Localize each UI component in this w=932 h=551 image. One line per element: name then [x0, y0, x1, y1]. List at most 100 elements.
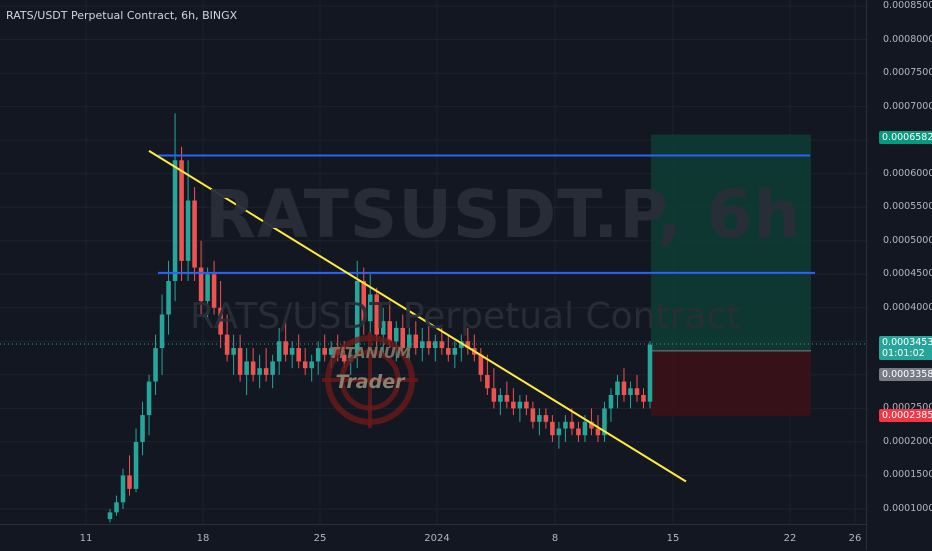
candle-body: [504, 394, 510, 402]
candle-body: [628, 388, 633, 395]
logo-line2: Trader: [336, 371, 407, 393]
price-tick-label: 0.0004000: [883, 301, 932, 313]
time-scale[interactable]: 11 18 25 2024 8 15 22 26: [0, 524, 866, 551]
symbol-watermark: RATSUSDT.P, 6h: [205, 176, 802, 253]
candle-body: [270, 361, 275, 375]
candle-body: [185, 200, 191, 261]
candle-body: [198, 267, 204, 302]
candle-body: [107, 512, 113, 520]
candle-body: [166, 280, 171, 315]
candle-body: [563, 421, 568, 429]
candle-body: [341, 354, 347, 362]
price-tag-entry: 0.0003358: [879, 368, 932, 381]
candle-body: [257, 368, 262, 375]
candle-body: [543, 415, 549, 422]
candle-body: [244, 361, 249, 375]
candle-body: [322, 348, 327, 355]
candle-body: [576, 428, 581, 436]
price-tick-label: 0.0006000: [883, 167, 932, 179]
price-tick-label: 0.0004500: [883, 268, 932, 280]
candle-body: [361, 280, 367, 322]
candle-body: [465, 341, 471, 349]
candle-body: [218, 307, 223, 335]
candle-body: [276, 341, 282, 362]
time-tick-label: 22: [783, 533, 797, 544]
candle-body: [589, 421, 594, 429]
candle-body: [237, 348, 243, 375]
candle-body: [120, 475, 126, 503]
logo-line1: TITANIUM: [329, 344, 411, 362]
titanium-trader-logo: TITANIUM Trader: [322, 332, 418, 428]
candle-body: [517, 401, 523, 409]
price-tag-stop: 0.0002385: [879, 409, 932, 422]
candle-body: [647, 344, 653, 402]
candle-body: [367, 294, 373, 322]
candle-body: [524, 401, 529, 409]
candle-body: [224, 334, 230, 355]
target-zone: [651, 134, 811, 351]
candle-body: [387, 321, 393, 342]
chart-canvas[interactable]: TITANIUM Trader: [0, 0, 866, 524]
candle-body: [485, 374, 490, 389]
candle-body: [556, 428, 562, 436]
candles: [107, 113, 653, 523]
candle-body: [374, 294, 380, 335]
price-tick-label: 0.0002500: [883, 402, 932, 414]
candle-body: [537, 415, 542, 422]
time-tick-label: 26: [848, 533, 862, 544]
price-tag-target: 0.0006582: [879, 131, 932, 144]
candle-body: [634, 388, 640, 395]
candle-body: [302, 361, 308, 369]
time-tick-label: 2024: [424, 533, 450, 544]
candle-body: [172, 160, 178, 281]
candle-body: [114, 502, 119, 513]
time-tick-label: 25: [313, 533, 327, 544]
candle-body: [595, 428, 601, 436]
candle-body: [263, 368, 269, 375]
candle-body: [205, 274, 210, 302]
candle-body: [582, 421, 588, 436]
candle-body: [498, 394, 503, 402]
candle-body: [641, 394, 646, 402]
candle-body: [511, 401, 516, 409]
candle-body: [179, 160, 184, 261]
candle-body: [153, 348, 158, 382]
candle-body: [615, 381, 620, 395]
candle-body: [446, 348, 451, 355]
candle-body: [621, 381, 627, 395]
time-tick-label: 18: [196, 533, 210, 544]
candle-body: [380, 321, 386, 335]
time-tick-label: 8: [551, 533, 559, 544]
candle-body: [354, 280, 360, 355]
price-tick-label: 0.0007500: [883, 67, 932, 79]
candle-body: [328, 348, 334, 355]
candle-body: [400, 327, 406, 349]
price-scale[interactable]: 0.0008500 0.0008000 0.0007500 0.0007000 0.00…: [866, 0, 932, 550]
candle-countdown: 01:01:02: [882, 348, 925, 359]
price-tick-label: 0.0001000: [883, 503, 932, 514]
time-tick-label: 15: [666, 533, 680, 544]
candle-body: [413, 334, 419, 349]
position-zones: [651, 134, 811, 417]
price-tick-label: 0.0001500: [883, 469, 932, 481]
price-tick-label: 0.0002000: [883, 435, 932, 447]
candle-body: [127, 475, 132, 489]
candle-body: [459, 341, 464, 349]
candle-body: [192, 200, 197, 268]
candle-body: [140, 415, 145, 442]
price-tick-label: 0.0005500: [883, 201, 932, 213]
candle-body: [393, 327, 399, 342]
grid: [0, 0, 866, 524]
candle-body: [159, 314, 165, 349]
candle-body: [296, 348, 301, 362]
price-tick-label: 0.0007000: [883, 100, 932, 112]
candle-body: [211, 274, 217, 308]
candle-body: [550, 421, 555, 436]
candle-body: [602, 408, 607, 436]
candle-body: [608, 394, 614, 409]
candle-body: [478, 354, 484, 375]
drawn-lines: [0, 150, 866, 483]
candle-body: [133, 441, 139, 489]
candle-body: [283, 341, 288, 355]
price-tick-label: 0.0005000: [883, 234, 932, 246]
